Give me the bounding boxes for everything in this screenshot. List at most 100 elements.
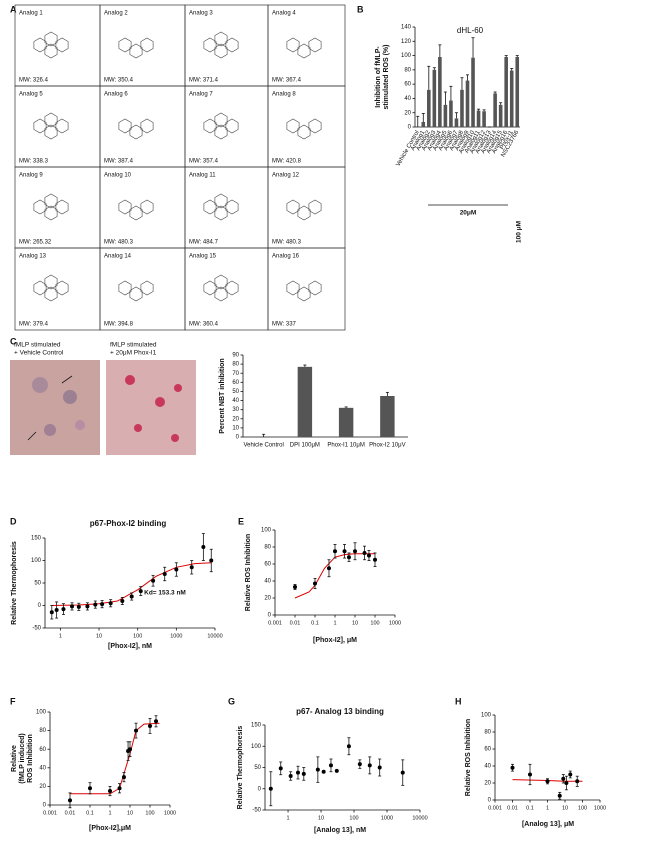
structure-ring: [308, 199, 322, 215]
y-tick-label: 100: [36, 710, 47, 716]
point: [134, 728, 139, 733]
y-tick-label: 150: [251, 723, 262, 729]
y-tick-label: 100: [251, 744, 262, 750]
x-tick-label: 1000: [389, 620, 401, 626]
structure-ring: [118, 37, 132, 53]
structure-cell: [184, 166, 269, 249]
bar: [432, 69, 437, 127]
point: [295, 770, 300, 775]
y-tick-label: 20: [232, 416, 239, 422]
panel-letter: G: [228, 696, 235, 706]
panel-letter: D: [10, 516, 17, 526]
point: [557, 793, 562, 798]
analog-mw: MW: 371.4: [189, 78, 219, 84]
point: [189, 565, 194, 570]
point: [70, 604, 75, 609]
analog-name: Analog 2: [104, 11, 128, 17]
structure-cell: [184, 4, 269, 87]
chart-title: p67-Phox-I2 binding: [90, 519, 167, 528]
point: [129, 594, 134, 599]
y-tick-label: 40: [404, 96, 411, 102]
structure-ring: [297, 43, 311, 59]
arrow: [27, 431, 37, 441]
analog-mw: MW: 480.3: [272, 240, 302, 246]
y-tick-label: 80: [264, 545, 271, 551]
point: [333, 549, 337, 554]
structure-cell: [267, 247, 346, 331]
y-tick-label: 40: [39, 765, 46, 771]
y-tick-label: 50: [34, 581, 41, 587]
structure-ring: [214, 124, 228, 140]
point: [400, 770, 405, 775]
fit-curve: [51, 562, 212, 606]
point: [128, 747, 132, 752]
point: [120, 599, 125, 603]
cell: [44, 424, 56, 436]
structure-ring: [44, 112, 58, 128]
chart-title: p67- Analog 13 binding: [296, 707, 384, 716]
y-tick-label: 60: [264, 562, 271, 568]
x-tick-label: 10: [127, 810, 133, 816]
analog-mw: MW: 480.3: [104, 240, 134, 246]
y-tick-label: 150: [31, 536, 42, 542]
x-tick-label: 10000: [412, 815, 427, 821]
point: [315, 767, 320, 772]
analog-name: Analog 16: [272, 254, 300, 260]
panel-letter: B: [357, 4, 364, 14]
x-tick-label: 1: [59, 633, 62, 639]
point: [138, 589, 143, 594]
cell: [174, 384, 182, 392]
analog-mw: MW: 379.4: [19, 322, 49, 328]
structure-ring: [308, 280, 322, 296]
annotation: Kd= 153.3 nM: [144, 590, 186, 597]
analog-mw: MW: 357.4: [189, 159, 219, 165]
structure-ring: [297, 286, 311, 302]
x-tick-label: 0.01: [65, 810, 76, 816]
bar: [427, 89, 431, 127]
analog-mw: MW: 326.4: [19, 78, 49, 84]
structure-cell: [99, 4, 186, 87]
point: [268, 786, 273, 791]
y-tick-label: 20: [264, 596, 271, 602]
bar: [515, 57, 520, 127]
structure-ring: [44, 274, 58, 290]
bar: [449, 100, 453, 127]
y-tick-label: 100: [31, 558, 42, 564]
structure-cell: [99, 166, 186, 249]
structure-ring: [203, 37, 217, 53]
cell: [134, 424, 142, 432]
structure-cell: [184, 85, 269, 168]
structure-ring: [129, 43, 143, 59]
structure-ring: [118, 280, 132, 296]
structure-ring: [44, 31, 58, 47]
analog-name: Analog 3: [189, 11, 213, 17]
structure-ring: [214, 274, 228, 290]
structure-ring: [33, 199, 47, 215]
cell: [32, 377, 48, 393]
structure-ring: [55, 199, 69, 215]
analog-name: Analog 15: [189, 254, 217, 260]
y-axis-label: (fMLP induced): [19, 733, 26, 783]
y-tick-label: 0: [488, 798, 492, 804]
structure-cell: [14, 166, 101, 249]
x-tick-label: 0.1: [311, 620, 319, 626]
structure-ring: [214, 31, 228, 47]
point: [301, 771, 306, 776]
y-axis-label: Percent NBT inhibition: [219, 358, 226, 433]
y-tick-label: -50: [32, 626, 41, 632]
x-tick-label: 1000: [170, 633, 182, 639]
x-tick-label: 1000: [594, 805, 606, 811]
point: [346, 555, 351, 560]
x-tick-label: 1: [108, 810, 111, 816]
caption: + 20μM Phox-I1: [110, 350, 157, 357]
structure-ring: [214, 112, 228, 128]
structure-ring: [44, 286, 58, 302]
structure-ring: [118, 199, 132, 215]
y-tick-label: 60: [232, 380, 239, 386]
point: [209, 558, 214, 563]
point: [342, 549, 347, 554]
point: [278, 766, 283, 771]
y-tick-label: 140: [401, 25, 412, 31]
y-axis-label: Relative ROS Inhibition: [465, 719, 472, 796]
